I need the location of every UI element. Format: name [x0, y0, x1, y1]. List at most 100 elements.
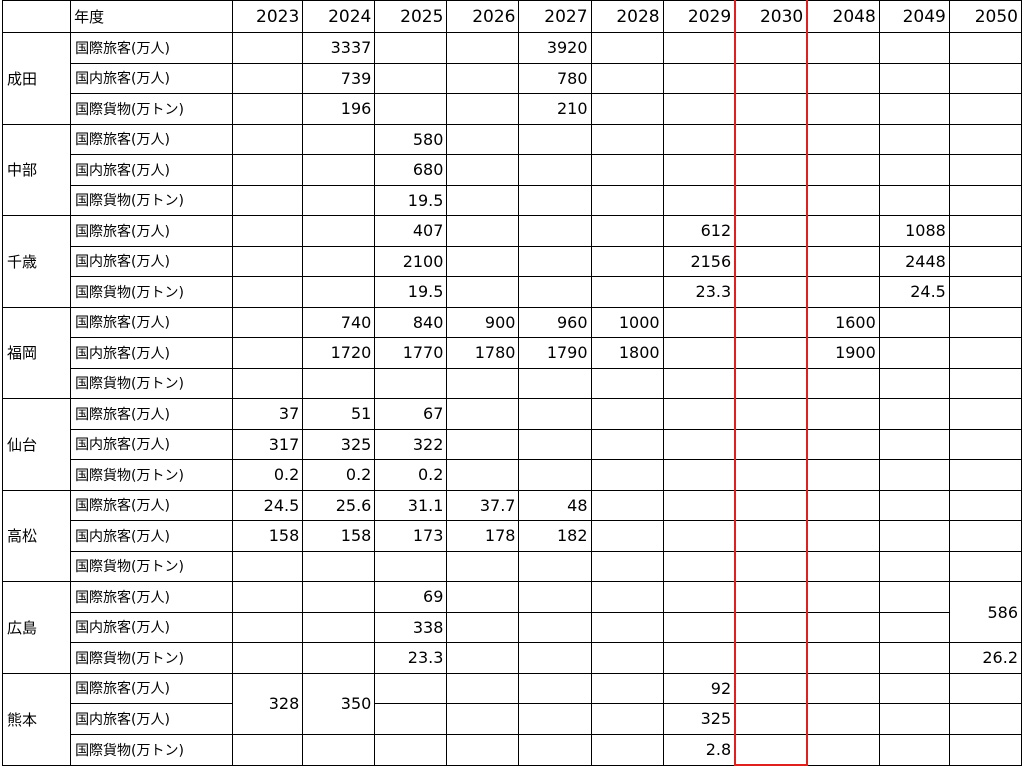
value-cell — [948, 215, 1023, 247]
value-cell — [232, 367, 304, 399]
value-cell — [232, 32, 304, 64]
table-row: 高松 国際旅客(万人) 24.5 25.6 31.1 37.7 48 — [1, 489, 1023, 582]
value-cell: 1770 — [374, 337, 448, 369]
value-cell — [446, 672, 520, 704]
value-cell — [806, 62, 880, 94]
table-row: 国際貨物(万トン) — [3, 367, 1023, 399]
value-cell — [518, 459, 592, 491]
value-cell — [948, 703, 1023, 735]
value-cell — [948, 489, 1023, 521]
value-cell — [734, 642, 809, 674]
value-cell — [948, 62, 1023, 94]
value-cell — [518, 672, 592, 704]
value-cell — [590, 123, 664, 155]
value-cell — [518, 642, 592, 674]
metric-label: 国内旅客(万人) — [70, 428, 234, 460]
table-row: 国内旅客(万人) 325 — [3, 703, 1023, 735]
value-cell — [446, 123, 520, 155]
value-cell — [948, 398, 1023, 430]
table-row: 福岡 国際旅客(万人) 740 840 900 960 1000 1600 — [1, 306, 1023, 399]
metric-label: 国内旅客(万人) — [70, 337, 234, 369]
value-cell — [878, 154, 950, 186]
value-cell: 3920 — [518, 32, 592, 64]
value-cell — [806, 93, 880, 125]
value-cell: 178 — [446, 520, 520, 552]
value-cell: 338 — [374, 611, 448, 643]
value-cell — [374, 672, 448, 704]
value-cell — [662, 93, 736, 125]
value-cell — [734, 123, 809, 155]
value-cell — [446, 184, 520, 216]
year-header: 2028 — [590, 0, 664, 33]
value-cell — [302, 367, 376, 399]
value-cell — [232, 62, 304, 94]
corner-cell — [1, 0, 72, 33]
value-cell: 739 — [302, 62, 376, 94]
value-cell — [446, 62, 520, 94]
value-cell — [590, 245, 664, 277]
table-row: 国際貨物(万トン) 23.3 26.2 — [3, 642, 1023, 674]
table-row: 年度 2023 2024 2025 2026 2027 2028 2029 2030 2048 20… — [1, 0, 1023, 33]
value-cell: 37 — [232, 398, 304, 430]
value-cell — [662, 306, 736, 338]
value-cell — [948, 733, 1023, 766]
value-cell — [374, 703, 448, 735]
airport-name: 広島 — [1, 581, 72, 674]
value-cell — [734, 215, 809, 247]
value-cell — [806, 703, 880, 735]
metric-label: 国際旅客(万人) — [70, 581, 234, 613]
metric-label: 国際貨物(万トン) — [70, 733, 234, 766]
value-cell — [734, 459, 809, 491]
value-cell — [518, 276, 592, 308]
value-cell: 67 — [374, 398, 448, 430]
value-cell: 1780 — [446, 337, 520, 369]
value-cell: 1088 — [878, 215, 950, 247]
value-cell — [878, 123, 950, 155]
value-cell — [734, 489, 809, 521]
year-header: 2025 — [374, 0, 448, 33]
value-cell — [518, 215, 592, 247]
value-cell — [806, 184, 880, 216]
value-cell: 900 — [446, 306, 520, 338]
value-cell — [590, 672, 664, 704]
value-cell — [878, 611, 950, 643]
value-cell — [590, 520, 664, 552]
value-cell — [590, 154, 664, 186]
value-cell — [232, 337, 304, 369]
value-cell — [806, 611, 880, 643]
value-cell — [518, 550, 592, 582]
value-cell: 328 — [232, 672, 304, 735]
value-cell — [878, 32, 950, 64]
year-header: 2023 — [232, 0, 304, 33]
value-cell — [662, 550, 736, 582]
value-cell: 1600 — [806, 306, 880, 338]
value-cell — [518, 245, 592, 277]
value-cell — [734, 672, 809, 704]
value-cell — [878, 93, 950, 125]
value-cell: 26.2 — [948, 642, 1023, 674]
airport-name: 仙台 — [1, 398, 72, 491]
value-cell — [948, 672, 1023, 704]
value-cell — [806, 245, 880, 277]
value-cell — [948, 93, 1023, 125]
value-cell — [662, 398, 736, 430]
value-cell — [590, 367, 664, 399]
value-cell — [590, 215, 664, 247]
value-cell — [948, 367, 1023, 399]
value-cell — [302, 245, 376, 277]
value-cell: 580 — [374, 123, 448, 155]
value-cell — [446, 611, 520, 643]
value-cell — [878, 489, 950, 521]
value-cell: 19.5 — [374, 276, 448, 308]
value-cell: 612 — [662, 215, 736, 247]
value-cell — [948, 184, 1023, 216]
value-cell: 2448 — [878, 245, 950, 277]
table-row: 熊本 国際旅客(万人) 328 350 92 — [1, 672, 1023, 766]
value-cell — [948, 520, 1023, 552]
value-cell — [806, 367, 880, 399]
airport-name: 成田 — [1, 32, 72, 125]
value-cell — [232, 733, 304, 766]
value-cell — [302, 550, 376, 582]
value-cell — [374, 367, 448, 399]
value-cell — [734, 154, 809, 186]
